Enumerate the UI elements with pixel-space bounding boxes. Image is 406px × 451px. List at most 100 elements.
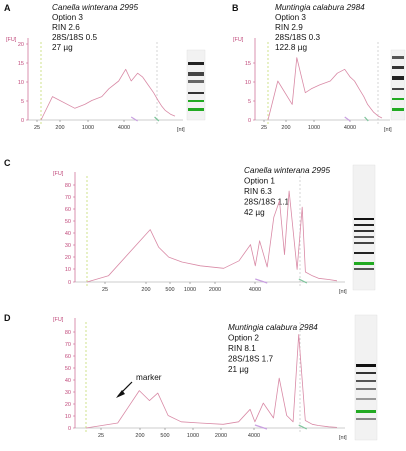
gel-band	[354, 218, 374, 220]
gel-band	[392, 56, 404, 59]
region-18s-indicator	[130, 116, 138, 122]
panel-letter: C	[4, 158, 11, 168]
gel-lane-image	[354, 314, 378, 441]
trace-line	[267, 57, 383, 121]
y-axis-label: [FU]	[53, 317, 64, 323]
gel-band	[188, 80, 204, 83]
x-tick-label: 1000	[82, 125, 94, 131]
x-axis-label: [nt]	[177, 127, 185, 133]
gel-band	[354, 224, 374, 226]
x-tick-label: 25	[98, 433, 104, 439]
x-tick-label: 2000	[209, 287, 221, 293]
x-tick-label: 4000	[118, 125, 130, 131]
y-tick-label: 0	[68, 426, 71, 432]
y-tick-label: 70	[65, 342, 71, 348]
gel-band	[356, 418, 376, 420]
x-tick-label: 200	[281, 125, 290, 131]
sample-info-line: 42 µg	[244, 208, 265, 217]
gel-band	[354, 236, 374, 238]
region-28s-indicator	[298, 424, 308, 430]
sample-info-line: Option 1	[244, 177, 275, 186]
gel-band	[356, 398, 376, 400]
x-tick-label: 200	[135, 433, 144, 439]
sample-info-line: 28S/18S 1.7	[228, 355, 274, 364]
region-28s-indicator	[154, 116, 160, 122]
y-axis-label: [FU]	[233, 37, 244, 43]
y-tick-label: 40	[65, 378, 71, 384]
y-tick-label: 30	[65, 243, 71, 249]
sample-info-line: RIN 8.1	[228, 344, 256, 353]
gel-band	[188, 62, 204, 65]
y-tick-label: 15	[245, 61, 251, 67]
gel-lane-image	[390, 49, 406, 121]
panel-letter: A	[4, 3, 11, 13]
panel-letter: D	[4, 313, 11, 323]
gel-band	[354, 262, 374, 265]
x-tick-label: 4000	[344, 125, 356, 131]
sample-info-line: 28S/18S 1.1	[244, 198, 290, 207]
y-tick-label: 60	[65, 354, 71, 360]
y-tick-label: 70	[65, 195, 71, 201]
region-18s-indicator	[254, 424, 268, 430]
gel-band	[188, 108, 204, 111]
y-tick-label: 20	[65, 255, 71, 261]
sample-info-line: 28S/18S 0.5	[52, 33, 98, 42]
gel-band	[356, 380, 376, 382]
x-tick-label: 25	[102, 287, 108, 293]
y-tick-label: 5	[21, 99, 24, 105]
gel-band	[188, 92, 204, 94]
marker-annotation-label: marker	[136, 373, 162, 382]
region-18s-indicator	[255, 278, 268, 284]
x-tick-label: 4000	[248, 433, 260, 439]
gel-band	[188, 72, 204, 76]
y-tick-label: 10	[65, 267, 71, 273]
y-tick-label: 80	[65, 330, 71, 336]
gel-band	[392, 108, 404, 111]
sample-info-line: Option 2	[228, 334, 259, 343]
gel-band	[356, 410, 376, 413]
y-tick-label: 60	[65, 207, 71, 213]
gel-band	[392, 88, 404, 90]
gel-band	[356, 372, 376, 374]
x-tick-label: 200	[55, 125, 64, 131]
marker-arrow-head	[116, 390, 125, 398]
sample-info-line: RIN 6.3	[244, 187, 272, 196]
y-tick-label: 40	[65, 231, 71, 237]
panel-letter: B	[232, 3, 239, 13]
y-axis-label: [FU]	[6, 37, 17, 43]
gel-band	[392, 76, 404, 80]
x-tick-label: 1000	[308, 125, 320, 131]
y-tick-label: 50	[65, 219, 71, 225]
sample-info-line: RIN 2.6	[52, 23, 80, 32]
trace-line	[85, 334, 338, 429]
trace-line	[86, 190, 338, 283]
x-tick-label: 2000	[215, 433, 227, 439]
gel-band	[354, 268, 374, 270]
sample-info-line: Option 3	[275, 13, 306, 22]
y-tick-label: 30	[65, 390, 71, 396]
gel-band	[356, 388, 376, 390]
y-tick-label: 5	[248, 99, 251, 105]
gel-background	[186, 49, 206, 121]
gel-band	[392, 66, 404, 69]
gel-band	[354, 242, 374, 244]
y-tick-label: 10	[18, 80, 24, 86]
trace-line	[40, 68, 176, 121]
y-tick-label: 0	[248, 118, 251, 124]
x-axis-label: [nt]	[339, 289, 347, 295]
y-tick-label: 20	[65, 402, 71, 408]
y-tick-label: 0	[68, 280, 71, 286]
x-tick-label: 1000	[184, 287, 196, 293]
gel-background	[354, 314, 378, 441]
region-28s-indicator	[364, 116, 369, 122]
y-tick-label: 10	[65, 414, 71, 420]
x-tick-label: 25	[261, 125, 267, 131]
gel-lane-image	[352, 164, 376, 291]
gel-band	[188, 100, 204, 102]
gel-band	[356, 364, 376, 367]
